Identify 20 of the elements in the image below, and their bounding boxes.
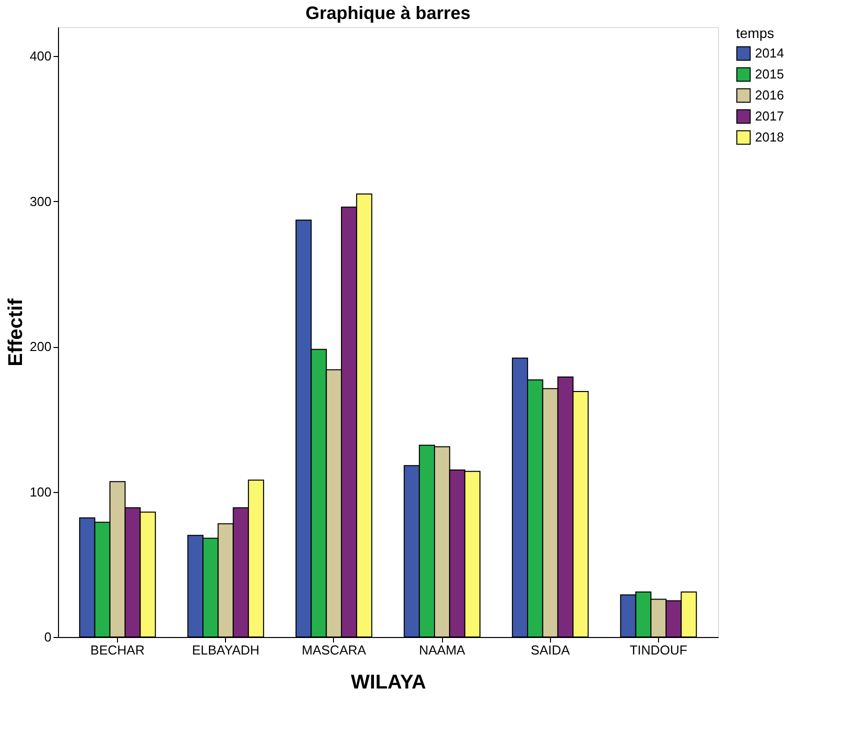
legend-label: 2018: [755, 130, 784, 144]
legend-label: 2015: [755, 66, 784, 82]
x-tick-label: TINDOUF: [630, 642, 688, 658]
y-tick-label: 400: [30, 48, 52, 64]
x-tick-label: ELBAYADH: [192, 642, 260, 658]
legend-label: 2017: [755, 108, 784, 124]
legend-label: 2016: [755, 88, 784, 102]
y-axis-title: Effectif: [4, 298, 27, 366]
legend-title: temps: [736, 25, 774, 41]
x-tick-label: NAAMA: [418, 642, 466, 658]
x-tick-label: BECHAR: [90, 642, 145, 658]
x-tick-label: MASCARA: [302, 642, 366, 658]
x-axis-title: WILAYA: [350, 672, 426, 694]
x-tick-label: SAIDA: [530, 642, 570, 658]
y-tick-label: 200: [30, 339, 52, 354]
y-tick-label: 0: [44, 630, 52, 644]
legend-label: 2014: [755, 46, 784, 60]
y-tick-label: 100: [30, 484, 52, 500]
y-tick-label: 300: [30, 194, 52, 209]
chart-title: Graphique à barres: [305, 3, 471, 23]
